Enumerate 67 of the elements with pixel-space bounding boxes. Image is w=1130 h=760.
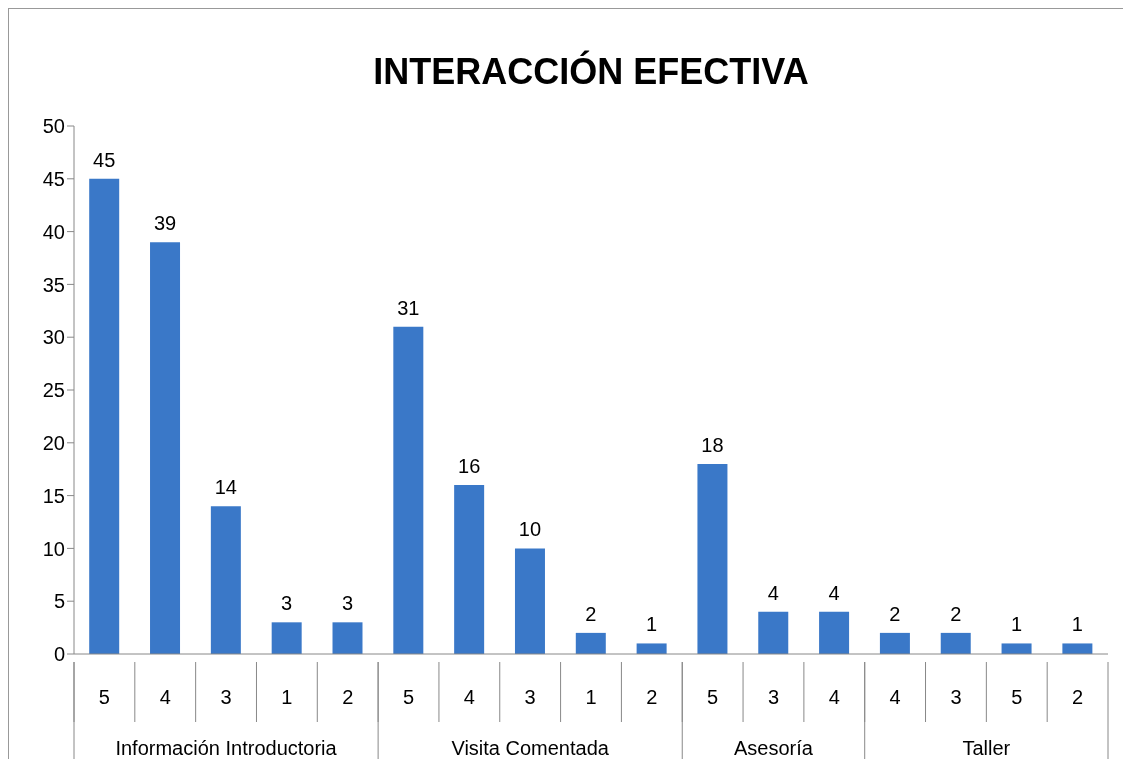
- x-tick-label: 3: [220, 686, 232, 708]
- bar: [819, 611, 850, 654]
- bar: [514, 548, 545, 654]
- data-label: 1: [646, 613, 658, 636]
- bar: [454, 485, 485, 654]
- bar: [940, 632, 971, 654]
- bar: [758, 611, 789, 654]
- data-label: 39: [153, 212, 177, 235]
- x-tick-label: 4: [463, 686, 475, 708]
- data-label: 2: [585, 602, 597, 625]
- y-tick-label: 20: [42, 431, 65, 454]
- y-tick-label: 25: [42, 379, 65, 402]
- bar: [210, 506, 241, 654]
- data-label: 2: [950, 602, 962, 625]
- data-label: 31: [397, 296, 420, 319]
- data-label: 16: [458, 455, 481, 478]
- data-label: 45: [93, 148, 116, 171]
- x-tick-label: 2: [1072, 686, 1084, 708]
- x-tick-label: 1: [585, 686, 597, 708]
- x-tick-label: 3: [524, 686, 536, 708]
- x-tick-label: 3: [950, 686, 962, 708]
- bar: [393, 326, 424, 654]
- bar: [879, 632, 910, 654]
- x-tick-label: 5: [1011, 686, 1023, 708]
- x-tick-label: 4: [889, 686, 901, 708]
- x-tick-label: 1: [281, 686, 293, 708]
- y-tick-label: 5: [53, 590, 65, 613]
- bar: [697, 463, 728, 654]
- y-tick-label: 15: [42, 484, 65, 507]
- y-tick-label: 30: [42, 326, 65, 349]
- data-label: 1: [1011, 613, 1023, 636]
- bar: [271, 622, 302, 654]
- bar: [89, 178, 120, 654]
- data-label: 3: [341, 592, 354, 615]
- y-tick-label: 0: [53, 643, 65, 666]
- y-tick-label: 50: [42, 115, 65, 138]
- data-label: 18: [701, 433, 724, 456]
- bar: [575, 632, 606, 654]
- x-tick-label: 5: [98, 686, 110, 708]
- data-label: 10: [518, 518, 542, 541]
- x-tick-label: 5: [707, 686, 719, 708]
- y-tick-label: 45: [42, 167, 65, 190]
- chart-title: INTERACCIÓN EFECTIVA: [373, 50, 809, 92]
- data-label: 4: [828, 581, 840, 604]
- data-label: 1: [1071, 613, 1083, 636]
- y-tick-label: 10: [42, 537, 65, 560]
- bar: [332, 622, 363, 654]
- data-label: 3: [281, 592, 293, 615]
- y-tick-label: 35: [42, 273, 65, 296]
- data-label: 4: [767, 581, 779, 604]
- bar: [1001, 643, 1032, 654]
- x-tick-label: 2: [646, 686, 658, 708]
- text: Taller: [962, 737, 1011, 759]
- bar: [150, 242, 181, 654]
- text: Visita Comentada: [451, 737, 610, 759]
- y-tick-label: 40: [42, 220, 65, 243]
- x-tick-label: 3: [767, 686, 780, 708]
- text: Información Introductoria: [115, 737, 338, 759]
- x-tick-label: 5: [402, 686, 415, 708]
- x-tick-label: 4: [828, 686, 840, 708]
- data-label: 2: [889, 602, 901, 625]
- bar: [636, 643, 667, 654]
- x-tick-label: 4: [159, 686, 171, 708]
- text: Asesoría: [734, 737, 814, 759]
- data-label: 14: [214, 476, 237, 499]
- x-tick-label: 2: [342, 686, 354, 708]
- bar: [1062, 643, 1093, 654]
